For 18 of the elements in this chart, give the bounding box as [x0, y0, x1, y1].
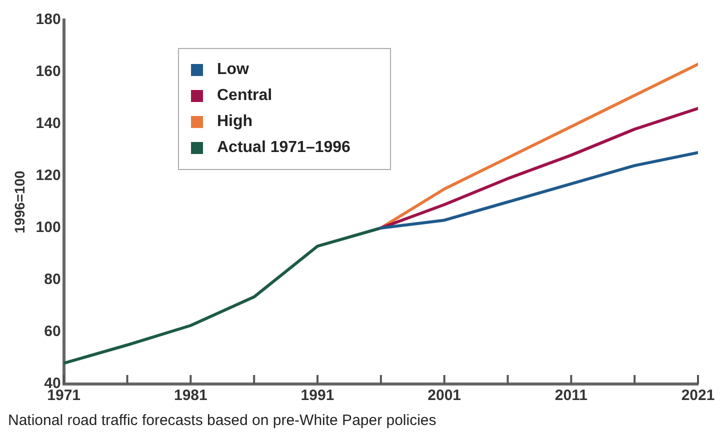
y-tick-label: 180 [36, 11, 61, 28]
y-tick-label: 80 [44, 271, 61, 288]
y-tick-label: 160 [36, 63, 61, 80]
x-tick-label: 2021 [681, 387, 715, 404]
y-tick-label: 140 [36, 115, 61, 132]
y-tick-label: 100 [36, 219, 61, 236]
y-axis-title: 1996=100 [11, 170, 28, 234]
legend-label: Central [217, 86, 272, 106]
x-tick-label: 2011 [554, 387, 588, 404]
x-tick-label: 1981 [174, 387, 208, 404]
x-tick-label: 2001 [428, 387, 462, 404]
y-tick-label: 60 [44, 323, 61, 340]
x-tick-label: 1991 [300, 387, 334, 404]
y-tick-label: 120 [36, 167, 61, 184]
legend-label: Actual 1971–1996 [217, 138, 350, 158]
legend-label: High [217, 112, 253, 132]
text: National road traffic forecasts based on pre-White Paper policies [8, 412, 438, 429]
legend-label: Low [217, 60, 249, 80]
